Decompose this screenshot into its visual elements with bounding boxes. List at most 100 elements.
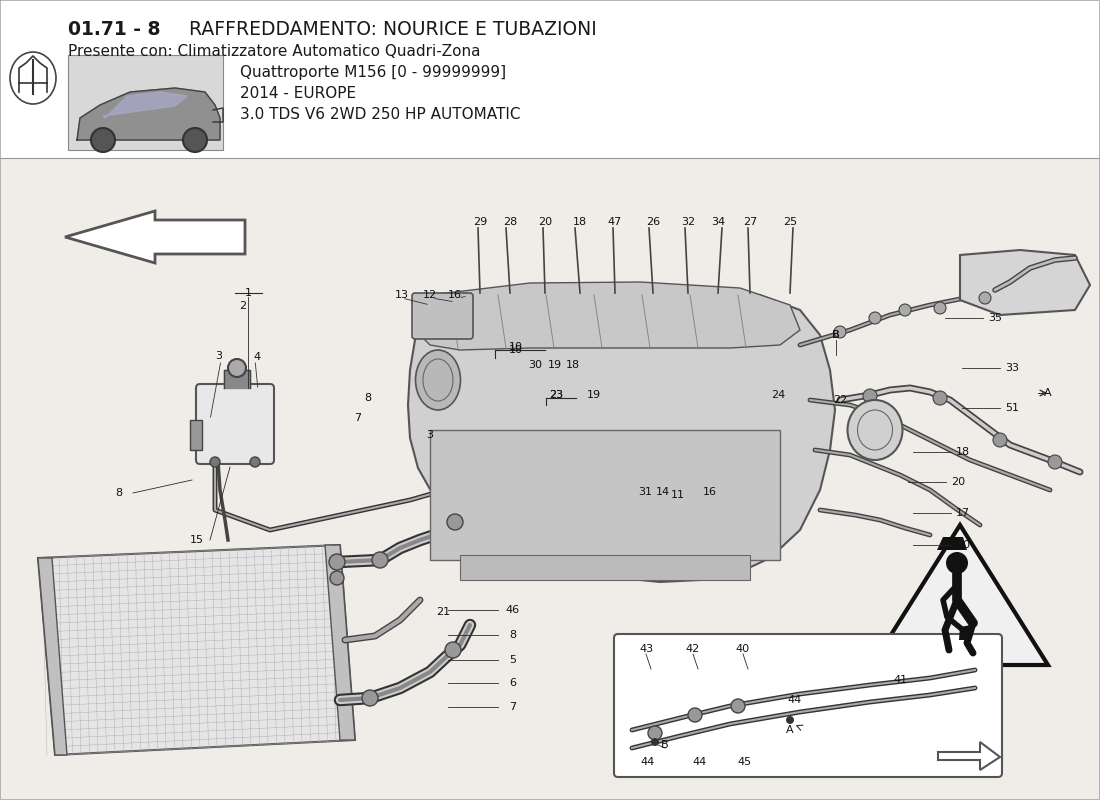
Text: 11: 11 bbox=[671, 490, 685, 500]
Text: 32: 32 bbox=[681, 217, 695, 227]
Circle shape bbox=[899, 304, 911, 316]
Text: RAFFREDDAMENTO: NOURICE E TUBAZIONI: RAFFREDDAMENTO: NOURICE E TUBAZIONI bbox=[183, 20, 596, 39]
Text: 30: 30 bbox=[528, 360, 542, 370]
Polygon shape bbox=[408, 288, 835, 582]
Text: 1: 1 bbox=[244, 288, 252, 298]
Circle shape bbox=[648, 726, 662, 740]
Text: 18: 18 bbox=[956, 447, 970, 457]
Text: 21: 21 bbox=[436, 607, 450, 617]
Text: 8: 8 bbox=[116, 488, 122, 498]
Ellipse shape bbox=[416, 350, 461, 410]
Polygon shape bbox=[39, 558, 67, 755]
Circle shape bbox=[732, 699, 745, 713]
Text: Quattroporte M156 [0 - 99999999]: Quattroporte M156 [0 - 99999999] bbox=[240, 65, 506, 80]
Text: 47: 47 bbox=[608, 217, 623, 227]
Bar bbox=[68, 55, 223, 150]
Circle shape bbox=[250, 457, 260, 467]
Text: 01.71 - 8: 01.71 - 8 bbox=[68, 20, 161, 39]
Text: 19: 19 bbox=[548, 360, 562, 370]
Text: 33: 33 bbox=[1005, 363, 1019, 373]
Polygon shape bbox=[65, 211, 245, 263]
Circle shape bbox=[688, 708, 702, 722]
Text: 14: 14 bbox=[656, 487, 670, 497]
Text: 2: 2 bbox=[240, 301, 246, 311]
Text: 24: 24 bbox=[771, 390, 785, 400]
Text: 26: 26 bbox=[646, 217, 660, 227]
Bar bbox=[460, 555, 750, 580]
Text: 8: 8 bbox=[364, 393, 372, 403]
Circle shape bbox=[864, 389, 877, 403]
Circle shape bbox=[330, 571, 344, 585]
Circle shape bbox=[446, 642, 461, 658]
Text: 16: 16 bbox=[448, 290, 462, 300]
Text: 5: 5 bbox=[509, 655, 517, 665]
FancyBboxPatch shape bbox=[196, 384, 274, 464]
Polygon shape bbox=[224, 370, 250, 388]
Bar bbox=[430, 430, 780, 560]
Text: 43: 43 bbox=[639, 644, 653, 654]
Text: 23: 23 bbox=[549, 390, 563, 400]
Text: 20: 20 bbox=[956, 540, 970, 550]
Circle shape bbox=[979, 292, 991, 304]
Polygon shape bbox=[872, 525, 1048, 665]
Text: 3: 3 bbox=[216, 351, 222, 361]
Polygon shape bbox=[938, 742, 1000, 770]
Text: 20: 20 bbox=[538, 217, 552, 227]
Text: 34: 34 bbox=[711, 217, 725, 227]
Circle shape bbox=[834, 326, 846, 338]
Text: 45: 45 bbox=[738, 757, 752, 767]
Circle shape bbox=[183, 128, 207, 152]
Text: 25: 25 bbox=[783, 217, 798, 227]
Circle shape bbox=[228, 359, 246, 377]
Text: 4: 4 bbox=[253, 352, 261, 362]
Text: 3.0 TDS V6 2WD 250 HP AUTOMATIC: 3.0 TDS V6 2WD 250 HP AUTOMATIC bbox=[240, 107, 520, 122]
Circle shape bbox=[329, 554, 345, 570]
Text: 51: 51 bbox=[1005, 403, 1019, 413]
Text: 16: 16 bbox=[703, 487, 717, 497]
Bar bbox=[0, 0, 1100, 158]
Polygon shape bbox=[324, 545, 355, 740]
Text: A: A bbox=[1044, 388, 1052, 398]
Polygon shape bbox=[937, 537, 967, 550]
Circle shape bbox=[362, 690, 378, 706]
Text: 8: 8 bbox=[509, 630, 517, 640]
Circle shape bbox=[933, 391, 947, 405]
Polygon shape bbox=[103, 92, 187, 118]
Text: 41: 41 bbox=[893, 675, 907, 685]
Polygon shape bbox=[415, 282, 800, 350]
Text: B: B bbox=[661, 740, 669, 750]
FancyBboxPatch shape bbox=[412, 293, 473, 339]
Circle shape bbox=[786, 716, 794, 724]
Text: 13: 13 bbox=[395, 290, 409, 300]
Circle shape bbox=[210, 457, 220, 467]
Text: 17: 17 bbox=[956, 508, 970, 518]
Text: 44: 44 bbox=[693, 757, 707, 767]
Circle shape bbox=[447, 514, 463, 530]
Bar bbox=[190, 420, 202, 450]
Text: 29: 29 bbox=[473, 217, 487, 227]
Text: 42: 42 bbox=[686, 644, 700, 654]
Circle shape bbox=[993, 433, 1007, 447]
Text: 46: 46 bbox=[506, 605, 520, 615]
Text: 12: 12 bbox=[422, 290, 437, 300]
Circle shape bbox=[934, 302, 946, 314]
Text: 28: 28 bbox=[503, 217, 517, 227]
Polygon shape bbox=[39, 545, 355, 755]
Text: 44: 44 bbox=[641, 757, 656, 767]
Text: 15: 15 bbox=[190, 535, 204, 545]
FancyBboxPatch shape bbox=[614, 634, 1002, 777]
Text: 19: 19 bbox=[587, 390, 601, 400]
Text: 20: 20 bbox=[950, 477, 965, 487]
Text: Presente con: Climatizzatore Automatico Quadri-Zona: Presente con: Climatizzatore Automatico … bbox=[68, 44, 481, 59]
Circle shape bbox=[372, 552, 388, 568]
Text: 2014 - EUROPE: 2014 - EUROPE bbox=[240, 86, 356, 101]
Text: 7: 7 bbox=[354, 413, 362, 423]
Text: 23: 23 bbox=[549, 390, 563, 400]
Circle shape bbox=[946, 552, 968, 574]
Circle shape bbox=[91, 128, 116, 152]
Text: 35: 35 bbox=[988, 313, 1002, 323]
Text: 3: 3 bbox=[427, 430, 433, 440]
Text: 7: 7 bbox=[509, 702, 517, 712]
Text: 18: 18 bbox=[573, 217, 587, 227]
Ellipse shape bbox=[847, 400, 902, 460]
